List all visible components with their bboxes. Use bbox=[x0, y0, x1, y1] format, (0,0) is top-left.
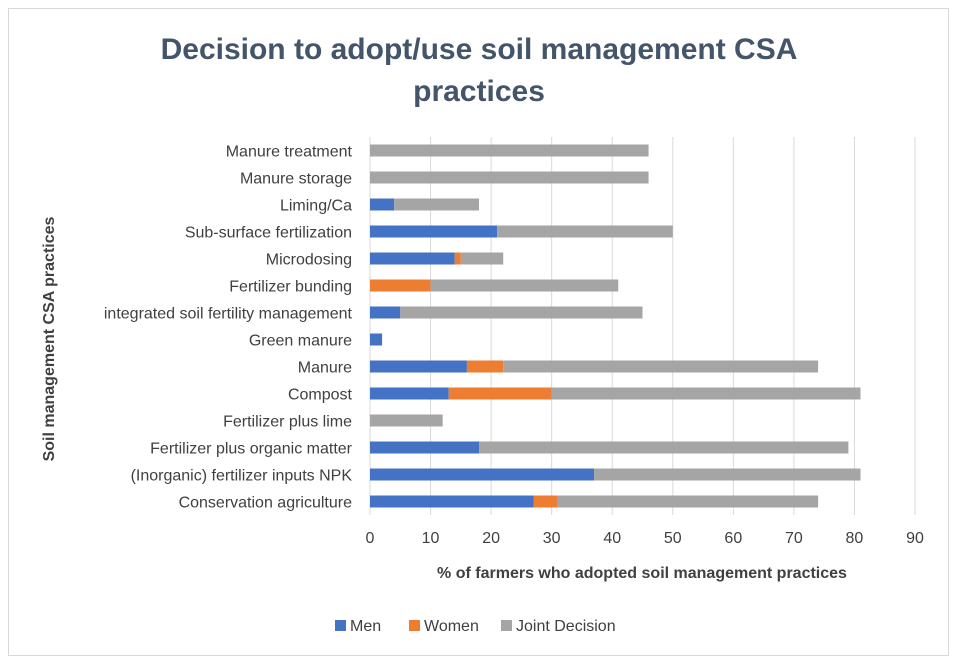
category-label: Sub-surface fertilization bbox=[185, 225, 352, 242]
x-axis-title: % of farmers who adopted soil management… bbox=[437, 565, 847, 582]
category-label: Microdosing bbox=[266, 252, 352, 269]
category-label: (Inorganic) fertilizer inputs NPK bbox=[131, 468, 353, 485]
bar-segment-women bbox=[533, 495, 558, 508]
legend: Men Women Joint Decision bbox=[335, 618, 616, 635]
bar-segment-joint-decision bbox=[370, 171, 649, 184]
category-label: Conservation agriculture bbox=[179, 495, 353, 512]
bar-segment-men bbox=[370, 360, 467, 373]
bar-segment-joint-decision bbox=[557, 495, 819, 508]
category-label: Fertilizer plus organic matter bbox=[150, 441, 353, 458]
bar-segment-joint-decision bbox=[370, 414, 443, 427]
bar-segment-joint-decision bbox=[503, 360, 819, 373]
x-tick-30: 30 bbox=[543, 530, 561, 547]
legend-swatch-women bbox=[409, 620, 420, 631]
legend-label-men: Men bbox=[350, 618, 381, 635]
gridlines bbox=[369, 137, 916, 515]
bar-segment-men bbox=[370, 387, 449, 400]
chart-title-line-2: practices bbox=[413, 75, 545, 108]
bar-segment-men bbox=[370, 441, 479, 454]
bar-segment-joint-decision bbox=[551, 387, 861, 400]
category-label: Manure treatment bbox=[226, 144, 353, 161]
bar-segment-women bbox=[454, 252, 461, 265]
bar-segment-joint-decision bbox=[430, 279, 619, 292]
legend-swatch-men bbox=[335, 620, 346, 631]
category-label: Manure bbox=[298, 360, 352, 377]
y-axis-title: Soil management CSA practices bbox=[41, 216, 58, 461]
x-tick-10: 10 bbox=[422, 530, 440, 547]
x-tick-labels: 0 10 20 30 40 50 60 70 80 90 bbox=[366, 530, 924, 547]
bar-segment-women bbox=[448, 387, 552, 400]
category-label: Fertilizer plus lime bbox=[223, 414, 352, 431]
category-label: Liming/Ca bbox=[280, 198, 352, 215]
x-tick-50: 50 bbox=[664, 530, 682, 547]
legend-label-joint-decision: Joint Decision bbox=[516, 618, 616, 635]
bar-segment-joint-decision bbox=[497, 225, 673, 238]
bar-segment-joint-decision bbox=[594, 468, 861, 481]
x-tick-20: 20 bbox=[482, 530, 500, 547]
legend-swatch-joint-decision bbox=[501, 620, 512, 631]
category-label: integrated soil fertility management bbox=[104, 306, 353, 323]
bar-segment-men bbox=[370, 306, 401, 319]
category-label: Green manure bbox=[249, 333, 352, 350]
chart-frame: Decision to adopt/use soil management CS… bbox=[8, 8, 949, 656]
chart-title-line-1: Decision to adopt/use soil management CS… bbox=[161, 33, 798, 66]
x-tick-0: 0 bbox=[366, 530, 375, 547]
bar-segment-men bbox=[370, 198, 395, 211]
bar-segment-joint-decision bbox=[370, 144, 649, 157]
bar-segment-joint-decision bbox=[400, 306, 643, 319]
bar-segment-men bbox=[370, 333, 383, 346]
bars bbox=[370, 144, 861, 508]
bar-segment-men bbox=[370, 495, 534, 508]
category-label: Fertilizer bunding bbox=[229, 279, 352, 296]
bar-segment-men bbox=[370, 468, 595, 481]
x-tick-60: 60 bbox=[724, 530, 742, 547]
stacked-bar-chart: Decision to adopt/use soil management CS… bbox=[41, 33, 924, 635]
bar-segment-joint-decision bbox=[460, 252, 504, 265]
x-tick-90: 90 bbox=[906, 530, 924, 547]
bar-segment-joint-decision bbox=[479, 441, 849, 454]
category-label: Compost bbox=[288, 387, 353, 404]
legend-label-women: Women bbox=[424, 618, 479, 635]
bar-segment-women bbox=[466, 360, 504, 373]
x-tick-40: 40 bbox=[603, 530, 621, 547]
bar-segment-women bbox=[370, 279, 431, 292]
x-tick-70: 70 bbox=[785, 530, 803, 547]
category-labels: Manure treatment Manure storage Liming/Ca S… bbox=[104, 144, 353, 512]
bar-segment-men bbox=[370, 252, 455, 265]
bar-segment-men bbox=[370, 225, 498, 238]
x-tick-80: 80 bbox=[846, 530, 864, 547]
category-label: Manure storage bbox=[240, 171, 352, 188]
bar-segment-joint-decision bbox=[394, 198, 479, 211]
